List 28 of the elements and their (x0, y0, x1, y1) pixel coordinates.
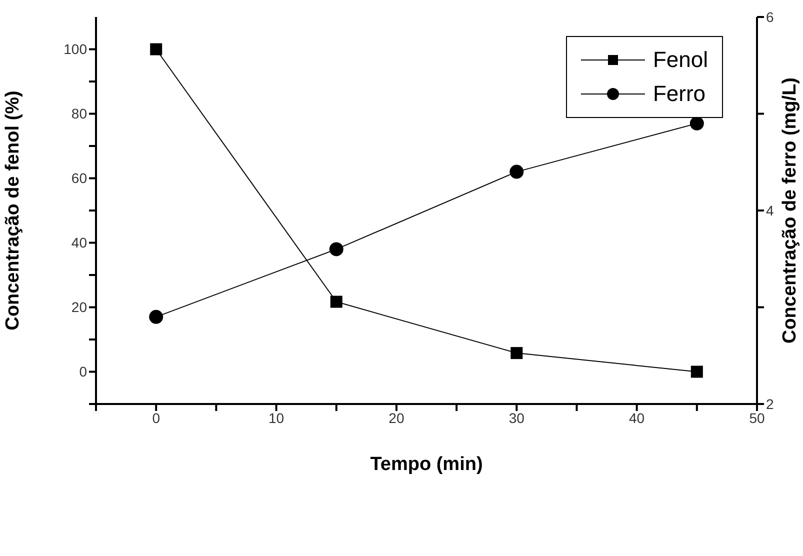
point (150, 43, 162, 56)
y-tick-label: 80 (71, 106, 88, 122)
point (149, 310, 164, 324)
x-tick-label: 10 (268, 410, 284, 426)
x-tick-label: 0 (152, 410, 160, 426)
y2-axis-title: Concentração de ferro (mg/L) (780, 77, 801, 344)
y-axis-title: Concentração de fenol (%) (2, 90, 24, 330)
x-tick-label: 20 (388, 410, 404, 426)
y-tick-label: 60 (71, 170, 88, 186)
legend-label: Fenol (652, 47, 708, 73)
y-tick-label: 40 (71, 234, 88, 251)
point (510, 347, 523, 360)
point (330, 296, 342, 308)
legend-label: Ferro (652, 81, 706, 107)
y2-tick-label: 2 (766, 396, 774, 412)
x-tick-label: 30 (508, 410, 525, 426)
point (329, 242, 344, 256)
y-tick-label: 100 (64, 41, 88, 58)
point (690, 116, 704, 130)
x-tick-label: 50 (749, 410, 765, 426)
point (510, 164, 524, 179)
y2-tick-label: 4 (766, 202, 774, 218)
point (690, 366, 703, 378)
x-axis-title: Tempo (min) (370, 454, 483, 475)
x-tick-label: 40 (629, 410, 645, 426)
y-tick-label: 20 (71, 299, 88, 316)
y-tick-label: 0 (79, 364, 88, 380)
y2-tick-label: 6 (766, 8, 774, 25)
